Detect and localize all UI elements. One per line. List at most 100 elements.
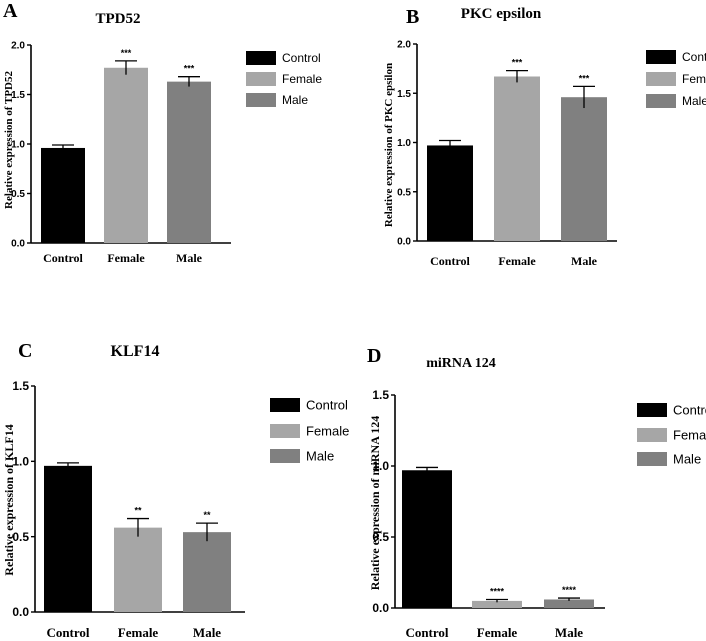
x-tick-label: Control: [46, 625, 89, 640]
error-bar: [178, 76, 200, 87]
panel-label: A: [3, 0, 18, 22]
y-tick-label: 1.5: [372, 388, 389, 402]
y-tick-label: 1.0: [11, 140, 25, 151]
legend-label: Female: [673, 428, 706, 443]
error-bar: [486, 598, 508, 603]
bar-control: [41, 147, 85, 243]
chart-panel-b: B PKC epsilon Relative expression of PKC e…: [383, 6, 706, 268]
significance-mark: **: [134, 506, 142, 516]
y-axis-label: Relative expression of miRNA 124: [368, 416, 382, 590]
legend-swatch: [270, 398, 300, 412]
panel-label: C: [18, 340, 32, 362]
error-bar: [439, 139, 461, 152]
legend-label: Control: [673, 403, 706, 418]
legend-label: Male: [682, 94, 706, 108]
y-tick-label: 2.0: [397, 40, 411, 51]
x-tick-label: Female: [118, 625, 159, 640]
error-bar: [52, 144, 74, 152]
legend-swatch: [646, 72, 676, 86]
chart-title: PKC epsilon: [461, 6, 542, 22]
legend-swatch: [246, 51, 276, 65]
y-tick-label: 0.0: [397, 237, 411, 248]
bar-male: [183, 532, 231, 612]
y-tick-label: 1.0: [397, 138, 411, 149]
y-axis-label: Relative expression of TPD52: [3, 71, 15, 209]
legend-label: Female: [682, 72, 706, 86]
x-tick-label: Control: [43, 251, 83, 265]
legend: Control Female Male: [246, 51, 322, 107]
legend-swatch: [637, 403, 667, 417]
significance-mark: ****: [490, 586, 505, 596]
legend: Control Female Male: [646, 50, 706, 108]
y-tick-label: 0.5: [397, 187, 411, 198]
legend-label: Female: [306, 424, 349, 439]
x-tick-label: Control: [430, 254, 470, 268]
chart-panel-c: C KLF14 Relative expression of KLF14 0.0 0.5…: [2, 340, 349, 640]
panel-label: D: [367, 345, 381, 367]
x-tick-label: Female: [107, 251, 145, 265]
error-bar: [127, 517, 149, 537]
error-bar: [558, 597, 580, 601]
legend-label: Female: [282, 72, 322, 86]
chart-title: miRNA 124: [426, 356, 496, 371]
significance-mark: ***: [184, 64, 195, 74]
x-tick-label: Male: [571, 254, 598, 268]
error-bar: [196, 522, 218, 542]
legend-label: Control: [306, 398, 348, 413]
error-bar: [115, 60, 137, 75]
legend: Control Female Male: [270, 398, 349, 464]
bar-female: [472, 600, 522, 608]
y-axis-label: Relative expression of PKC epsilon: [383, 63, 395, 227]
y-tick-label: 0.0: [11, 239, 25, 250]
bar-control: [44, 465, 92, 612]
chart-title: KLF14: [111, 343, 160, 360]
x-tick-label: Male: [193, 625, 221, 640]
error-bar: [57, 462, 79, 470]
bar-control: [427, 145, 473, 241]
legend-swatch: [246, 93, 276, 107]
legend: Control Female Male: [637, 403, 706, 467]
y-tick-label: 0.5: [372, 530, 389, 544]
bar-female: [494, 76, 540, 241]
x-tick-label: Female: [477, 625, 518, 640]
panel-label: B: [406, 6, 419, 28]
x-tick-label: Male: [176, 251, 203, 265]
y-tick-label: 0.0: [372, 601, 389, 615]
bar-male: [544, 599, 594, 608]
legend-label: Male: [306, 449, 334, 464]
error-bar: [506, 69, 528, 83]
y-tick-label: 0.5: [12, 530, 29, 544]
y-tick-label: 1.5: [11, 90, 25, 101]
y-tick-label: 1.0: [12, 455, 29, 469]
legend-swatch: [637, 428, 667, 442]
bar-male: [167, 81, 211, 243]
chart-panel-a: A TPD52 Relative expression of TPD52 0.0 0.5…: [3, 0, 322, 265]
y-tick-label: 1.5: [12, 379, 29, 393]
x-tick-label: Control: [405, 625, 448, 640]
legend-swatch: [270, 424, 300, 438]
significance-mark: ***: [121, 48, 132, 58]
bar-female: [104, 67, 148, 244]
error-bar: [573, 85, 595, 109]
y-tick-label: 0.5: [11, 189, 25, 200]
legend-label: Male: [673, 452, 701, 467]
significance-mark: **: [203, 510, 211, 520]
bar-control: [402, 470, 452, 608]
y-tick-label: 0.0: [12, 605, 29, 619]
bar-female: [114, 527, 162, 612]
legend-swatch: [246, 72, 276, 86]
y-axis-label: Relative expression of KLF14: [2, 424, 16, 575]
legend-swatch: [646, 50, 676, 64]
chart-title: TPD52: [96, 11, 141, 27]
significance-mark: ***: [579, 73, 590, 83]
legend-swatch: [270, 449, 300, 463]
y-tick-label: 1.5: [397, 89, 411, 100]
significance-mark: ***: [512, 58, 523, 68]
legend-swatch: [646, 94, 676, 108]
x-tick-label: Male: [555, 625, 583, 640]
legend-label: Control: [682, 50, 706, 64]
x-tick-label: Female: [498, 254, 536, 268]
significance-mark: ****: [562, 585, 577, 595]
